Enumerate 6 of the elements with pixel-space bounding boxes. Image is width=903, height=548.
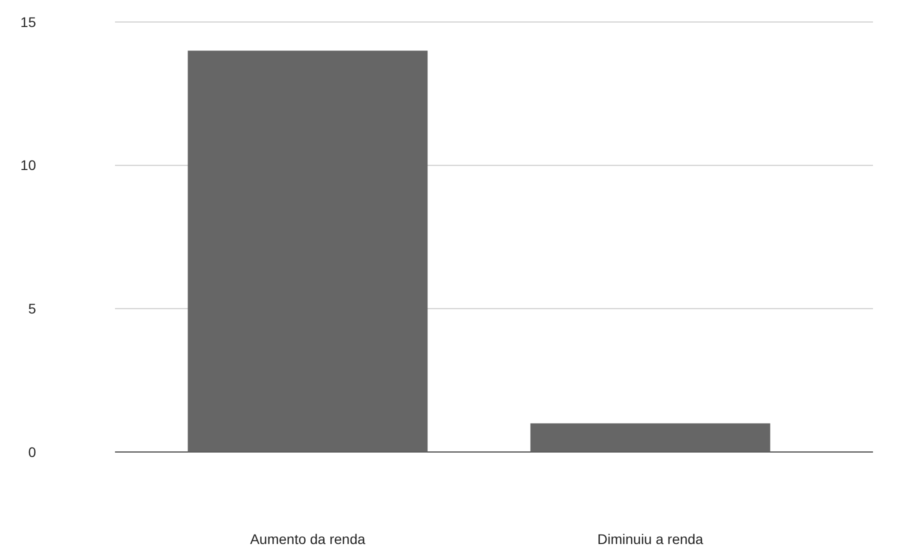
x-tick-label: Aumento da renda xyxy=(250,531,366,547)
y-tick-label: 0 xyxy=(28,444,36,460)
x-tick-label: Diminuiu a renda xyxy=(597,531,704,547)
y-tick-label: 15 xyxy=(20,14,36,30)
y-tick-label: 10 xyxy=(20,157,36,174)
y-tick-label: 5 xyxy=(28,300,36,317)
